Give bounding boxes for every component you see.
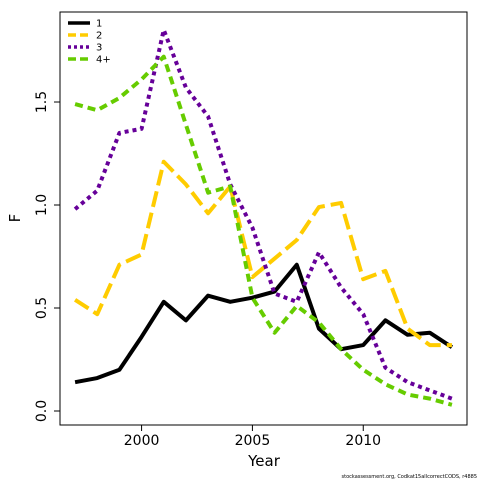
y-tick-label: 0.5 (34, 297, 50, 319)
line-series (74, 262, 454, 385)
line-series (73, 27, 453, 401)
line-series (74, 54, 453, 407)
y-tick-label: 1.5 (34, 91, 50, 113)
x-axis-title: Year (247, 452, 281, 470)
line-series (73, 159, 452, 348)
legend-label: 4+ (96, 55, 111, 66)
legend-label: 1 (96, 19, 102, 30)
legend-label: 2 (96, 31, 102, 42)
y-tick-label: 1.0 (34, 194, 50, 216)
y-axis-title: F (6, 214, 24, 223)
footnote: stockassessment.org, Codkat15allcorrectC… (342, 474, 477, 480)
y-tick-label: 0.0 (34, 400, 50, 422)
legend-label: 3 (96, 43, 102, 54)
x-tick-label: 2000 (124, 433, 160, 449)
plot-frame (59, 11, 468, 426)
x-tick-label: 2010 (345, 433, 381, 449)
x-tick-label: 2005 (235, 433, 271, 449)
